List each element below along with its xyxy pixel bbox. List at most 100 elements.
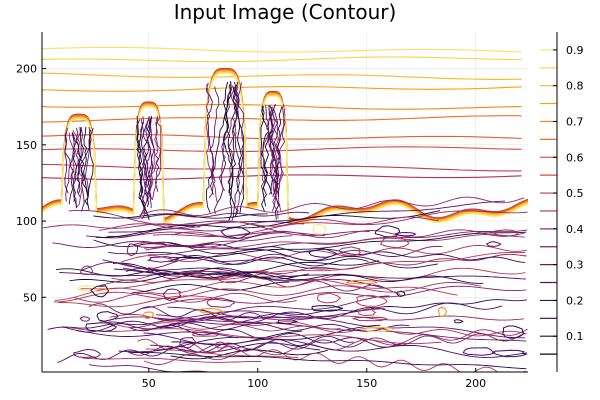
tower-contour-line — [274, 108, 286, 200]
ground-contour-line — [114, 268, 272, 279]
ground-contour-line — [167, 306, 525, 339]
tower-contour-line — [76, 127, 84, 198]
tower-contour-line — [143, 116, 152, 207]
tower-contour-line — [84, 129, 94, 207]
contour-lines — [42, 46, 528, 372]
blob-contour-line — [142, 311, 155, 320]
tower-contour-line — [231, 81, 241, 221]
tower-contour-line — [145, 116, 154, 209]
tower-contour-line — [142, 117, 162, 215]
colorbar-tick-label: 0.7 — [566, 115, 584, 128]
blob-contour-line — [491, 349, 528, 358]
ground-contour-line — [155, 314, 527, 342]
tower-contour-line — [224, 84, 234, 194]
chart-title: Input Image (Contour) — [174, 0, 397, 24]
tower-contour-line — [206, 84, 218, 203]
blob-contour-line — [394, 231, 416, 237]
tower-contour-line — [84, 126, 92, 197]
ground-contour-line — [111, 270, 269, 281]
ground-contour-line — [152, 210, 528, 237]
ground-contour-line — [88, 364, 212, 372]
tower-contour-line — [79, 127, 89, 197]
ground-contour-line — [82, 357, 262, 363]
colorbar-tick-label: 0.2 — [566, 294, 584, 307]
ground-contour-line — [143, 332, 528, 358]
blob-contour-line — [198, 307, 223, 314]
blob-contour-line — [179, 337, 197, 349]
blob-contour-line — [462, 347, 496, 356]
blob-contour-line — [96, 311, 119, 322]
blob-contour-line — [73, 348, 101, 358]
blob-contour-line — [215, 341, 228, 349]
blob-contour-line — [374, 225, 401, 238]
colorbar-tick-label: 0.6 — [566, 151, 584, 164]
ground-contour-line — [157, 315, 524, 321]
blob-contour-line — [312, 223, 327, 235]
skyline-contour-line — [42, 70, 528, 223]
colorbar-tick-label: 0.9 — [566, 44, 584, 57]
blob-contour-line — [356, 294, 388, 307]
colorbar-tick-label: 0.3 — [566, 259, 584, 272]
tower-contour-line — [234, 82, 245, 218]
x-tick-label: 200 — [465, 377, 486, 390]
sky-contour-line — [42, 86, 522, 92]
ground-contour-line — [108, 321, 410, 332]
blob-contour-line — [346, 279, 379, 285]
blob-contour-line — [220, 226, 251, 240]
ground-contour-line — [93, 213, 268, 219]
ground-contour-line — [88, 303, 264, 321]
sky-contour-line — [42, 174, 522, 181]
x-tick-label: 150 — [356, 377, 377, 390]
sky-contour-line — [42, 115, 522, 123]
ground-contour-line — [85, 221, 305, 239]
ground-contour-line — [112, 262, 310, 280]
ground-contour-line — [124, 332, 526, 356]
tower-contour-line — [136, 119, 144, 197]
ground-contour-line — [70, 327, 442, 345]
ground-contour-line — [167, 255, 369, 267]
y-tick-label: 200 — [16, 63, 37, 76]
ground-contour-line — [98, 216, 440, 231]
tower-contour-line — [206, 82, 215, 195]
x-tick-label: 100 — [247, 377, 268, 390]
ground-contour-line — [132, 281, 290, 294]
blob-contour-line — [311, 305, 344, 312]
tower-contour-line — [273, 106, 283, 197]
ground-contour-line — [114, 295, 390, 321]
blob-contour-line — [276, 319, 299, 325]
sky-contour-line — [42, 146, 522, 153]
blob-contour-line — [146, 255, 180, 263]
tower-contour-line — [228, 85, 237, 197]
blob-contour-line — [206, 297, 236, 308]
sky-contour-line — [42, 133, 522, 140]
blob-contour-line — [90, 285, 110, 298]
blob-contour-line — [502, 325, 525, 339]
blob-contour-line — [362, 326, 394, 332]
ground-contour-line — [59, 272, 526, 280]
blob-contour-line — [489, 229, 519, 237]
tower-contour-line — [65, 126, 81, 202]
ground-contour-line — [168, 231, 527, 259]
tower-contour-line — [273, 104, 286, 193]
ground-contour-line — [140, 196, 525, 216]
blob-contour-line — [317, 292, 342, 304]
blob-contour-line — [80, 265, 93, 276]
tower-contour-line — [271, 106, 283, 219]
tower-contour-line — [222, 81, 238, 217]
blob-contour-line — [379, 236, 410, 249]
blob-contour-line — [126, 243, 139, 257]
y-tick-label: 100 — [16, 215, 37, 228]
tower-contour-line — [269, 104, 279, 198]
blob-contour-line — [162, 288, 182, 302]
axes: 50 100 150 200 50 100 150 200 — [16, 32, 528, 390]
ground-contour-line — [145, 348, 299, 359]
ground-contour-line — [126, 211, 310, 219]
colorbar: 0.1 0.2 0.3 0.4 0.5 0.6 0.7 0.8 0.9 — [540, 32, 584, 372]
tower-contour-line — [64, 127, 69, 194]
blob-contour-line — [454, 319, 464, 324]
blob-contour-line — [396, 290, 406, 298]
ground-contour-line — [56, 268, 484, 284]
blob-contour-line — [308, 248, 338, 258]
ground-contour-line — [107, 231, 326, 237]
